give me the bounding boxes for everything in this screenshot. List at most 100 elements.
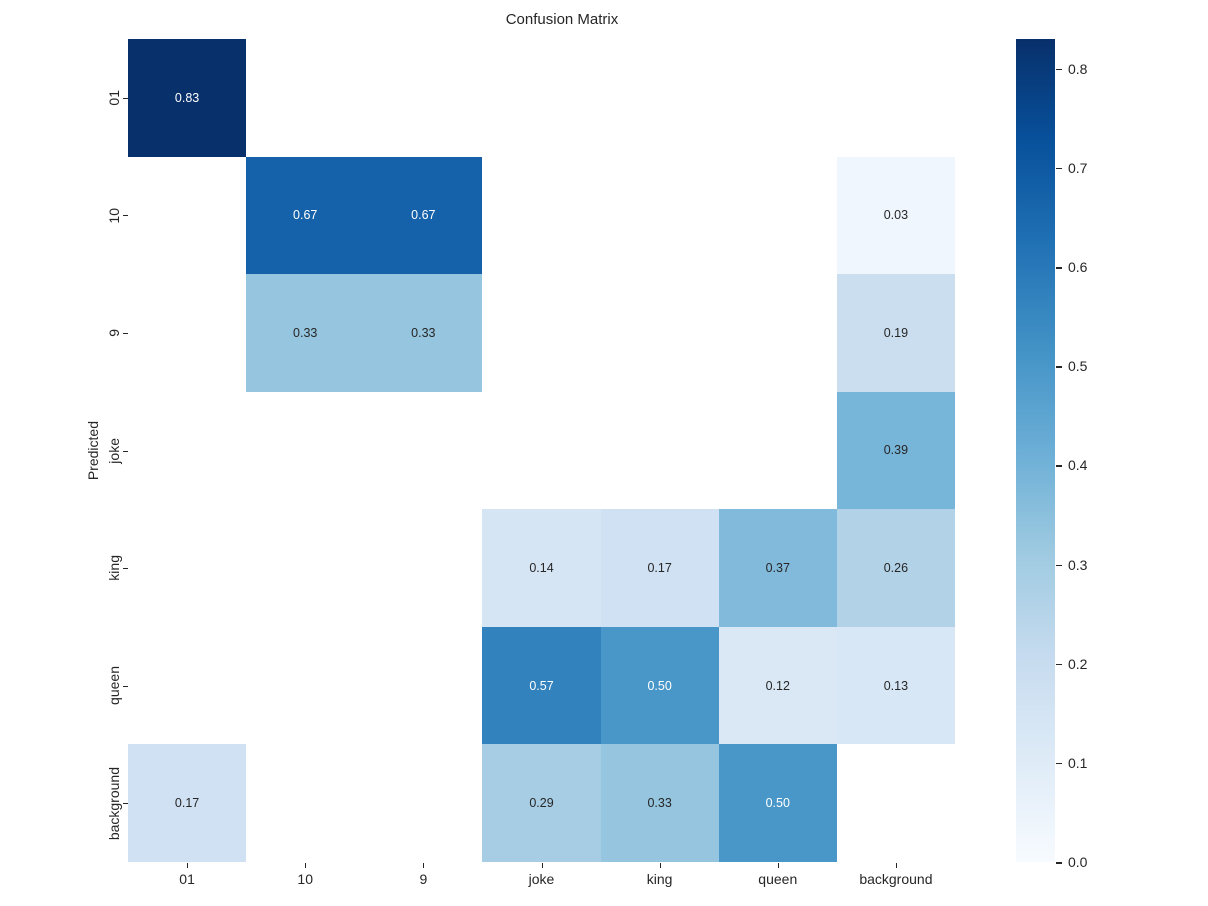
- cell-value: 0.17: [174, 796, 200, 811]
- y-tick-label: background: [98, 744, 122, 862]
- cell-value: 0.39: [883, 443, 909, 458]
- cell-value: 0.12: [765, 678, 790, 693]
- heatmap-cell: 0.33: [246, 274, 365, 392]
- heatmap-cell-empty: [718, 391, 837, 510]
- heatmap-cell-empty: [482, 39, 601, 157]
- colorbar-tick-label: 0.1: [1068, 754, 1088, 771]
- colorbar-tick-label: 0.5: [1068, 358, 1088, 375]
- x-tick-mark: [187, 863, 189, 868]
- x-tick-label: queen: [758, 871, 798, 887]
- cell-value: 0.33: [293, 325, 318, 340]
- colorbar-tick-mark: [1056, 762, 1062, 765]
- heatmap-cell: 0.19: [836, 274, 955, 392]
- y-tick-mark: [123, 450, 128, 452]
- colorbar-tick-label: 0.4: [1068, 457, 1088, 474]
- heatmap-cell: 0.50: [600, 626, 719, 745]
- heatmap-cell-empty: [128, 626, 247, 745]
- colorbar-tick-mark: [1056, 862, 1062, 864]
- y-tick-text: 9: [106, 329, 122, 337]
- heatmap-cell-empty: [718, 39, 837, 157]
- cell-value: 0.26: [883, 561, 909, 576]
- heatmap-cell-empty: [482, 156, 601, 275]
- x-tick-mark: [777, 863, 779, 868]
- colorbar-gradient: [1016, 39, 1055, 862]
- y-tick-text: 10: [106, 207, 122, 224]
- heatmap-cell-empty: [718, 274, 837, 392]
- colorbar-tick-mark: [1056, 167, 1062, 170]
- cell-value: 0.13: [883, 678, 909, 693]
- colorbar-tick-mark: [1056, 366, 1062, 368]
- heatmap-cell-empty: [128, 509, 247, 627]
- y-tick-text: background: [106, 766, 122, 840]
- heatmap-cell: 0.26: [836, 509, 955, 627]
- y-tick-text: 01: [106, 89, 122, 106]
- heatmap-cell: 0.29: [482, 744, 601, 862]
- y-tick-label: 10: [98, 157, 122, 275]
- heatmap-cell-empty: [246, 626, 365, 745]
- cell-value: 0.67: [293, 208, 318, 223]
- colorbar-tick-label: 0.8: [1068, 60, 1088, 77]
- heatmap-cell: 0.50: [718, 744, 837, 862]
- cell-value: 0.37: [765, 561, 790, 576]
- colorbar-tick-mark: [1056, 68, 1062, 71]
- y-tick-mark: [123, 332, 128, 334]
- heatmap-cell-empty: [836, 744, 955, 862]
- y-tick-text: king: [106, 555, 122, 581]
- cell-value: 0.29: [529, 796, 554, 811]
- heatmap-cell: 0.03: [836, 156, 955, 275]
- heatmap-cell: 0.33: [364, 274, 483, 392]
- heatmap-cell-empty: [364, 391, 483, 510]
- heatmap-cell-empty: [364, 39, 483, 157]
- cell-value: 0.57: [529, 678, 554, 693]
- heatmap-cell: 0.14: [482, 509, 601, 627]
- y-tick-mark: [123, 568, 128, 570]
- heatmap-cell: 0.67: [364, 156, 483, 275]
- x-tick-label: 01: [179, 871, 195, 887]
- x-tick-label: 9: [419, 871, 428, 887]
- heatmap-cell-empty: [482, 391, 601, 510]
- x-tick-mark: [423, 863, 425, 868]
- x-tick-label: background: [859, 871, 933, 887]
- heatmap-cell: 0.37: [718, 509, 837, 627]
- x-tick-mark: [659, 863, 661, 868]
- colorbar-tick-mark: [1056, 564, 1062, 567]
- y-tick-label: joke: [98, 392, 122, 510]
- heatmap-cell-empty: [364, 626, 483, 745]
- heatmap-grid: 0.83 0.67 0.67 0.03 0.33 0.33 0.19 0.39 0.14 0.17…: [128, 39, 955, 862]
- x-tick-label: king: [646, 871, 673, 887]
- colorbar-tick-label: 0.6: [1068, 259, 1088, 276]
- x-tick-mark: [305, 863, 307, 868]
- x-tick-mark: [541, 863, 543, 868]
- cell-value: 0.19: [883, 325, 909, 340]
- heatmap-cell: 0.17: [128, 744, 247, 862]
- heatmap-cell: 0.83: [128, 39, 247, 157]
- y-tick-text: queen: [106, 666, 122, 706]
- heatmap-cell-empty: [364, 509, 483, 627]
- y-tick-mark: [123, 803, 128, 805]
- colorbar-tick-label: 0.3: [1068, 556, 1088, 573]
- cell-value: 0.03: [883, 208, 909, 223]
- x-tick-mark: [895, 863, 897, 868]
- colorbar-tick-mark: [1056, 663, 1062, 666]
- colorbar-tick-mark: [1056, 465, 1062, 467]
- y-tick-label: 01: [98, 39, 122, 157]
- heatmap-cell-empty: [600, 274, 719, 392]
- x-tick-label: joke: [528, 871, 555, 887]
- y-tick-label: king: [98, 509, 122, 627]
- heatmap-cell-empty: [836, 39, 955, 157]
- heatmap-cell: 0.13: [836, 626, 955, 745]
- cell-value: 0.83: [174, 90, 200, 105]
- heatmap-cell: 0.57: [482, 626, 601, 745]
- cell-value: 0.33: [647, 796, 672, 811]
- heatmap-cell: 0.17: [600, 509, 719, 627]
- y-tick-mark: [123, 215, 128, 217]
- heatmap-cell-empty: [128, 156, 247, 275]
- heatmap-cell-empty: [246, 391, 365, 510]
- heatmap-cell-empty: [600, 156, 719, 275]
- colorbar-tick-label: 0.0: [1068, 854, 1088, 870]
- heatmap-cell: 0.67: [246, 156, 365, 275]
- heatmap-cell-empty: [128, 391, 247, 510]
- heatmap-cell-empty: [364, 744, 483, 862]
- heatmap-cell-empty: [246, 509, 365, 627]
- heatmap-cell: 0.12: [718, 626, 837, 745]
